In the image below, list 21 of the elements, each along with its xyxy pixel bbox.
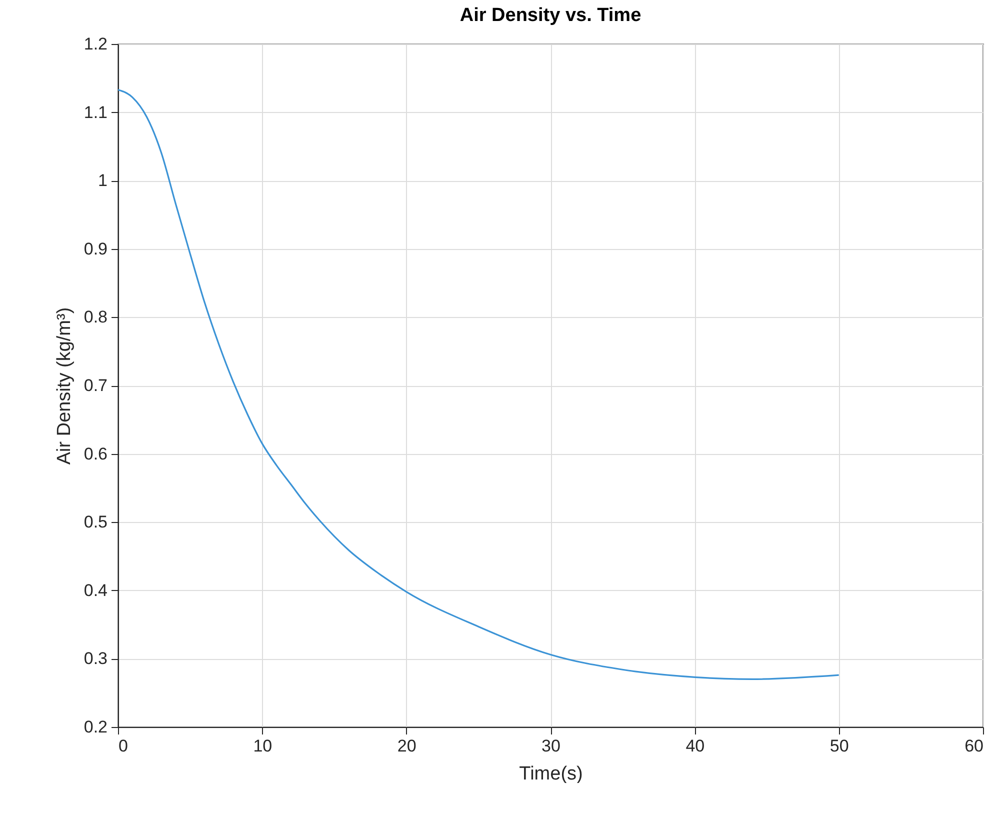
x-tick-label: 50 bbox=[830, 736, 849, 756]
x-tick-label: 40 bbox=[686, 736, 705, 756]
y-tick-label: 1.1 bbox=[84, 102, 108, 122]
x-tick-label: 0 bbox=[118, 736, 128, 756]
y-tick-label: 0.5 bbox=[84, 512, 108, 532]
y-tick-label: 0.6 bbox=[84, 444, 108, 464]
y-tick-label: 0.7 bbox=[84, 376, 108, 395]
x-tick-label: 20 bbox=[397, 736, 416, 756]
x-tick-label: 60 bbox=[964, 736, 984, 756]
y-tick-label: 0.4 bbox=[84, 580, 108, 600]
line-series bbox=[118, 88, 840, 680]
y-tick-label: 0.9 bbox=[84, 239, 108, 258]
y-axis-title: Air Density (kg/m³) bbox=[54, 307, 75, 465]
chart-title: Air Density vs. Time bbox=[460, 5, 642, 26]
y-tick-label: 0.8 bbox=[84, 308, 108, 327]
y-tick-label: 0.2 bbox=[84, 718, 108, 736]
y-tick-label: 1 bbox=[98, 171, 108, 190]
y-tick-label: 1.2 bbox=[84, 34, 108, 54]
x-tick-label: 10 bbox=[253, 736, 272, 756]
x-tick-label: 30 bbox=[542, 736, 560, 756]
y-tick-label: 0.3 bbox=[84, 649, 108, 668]
